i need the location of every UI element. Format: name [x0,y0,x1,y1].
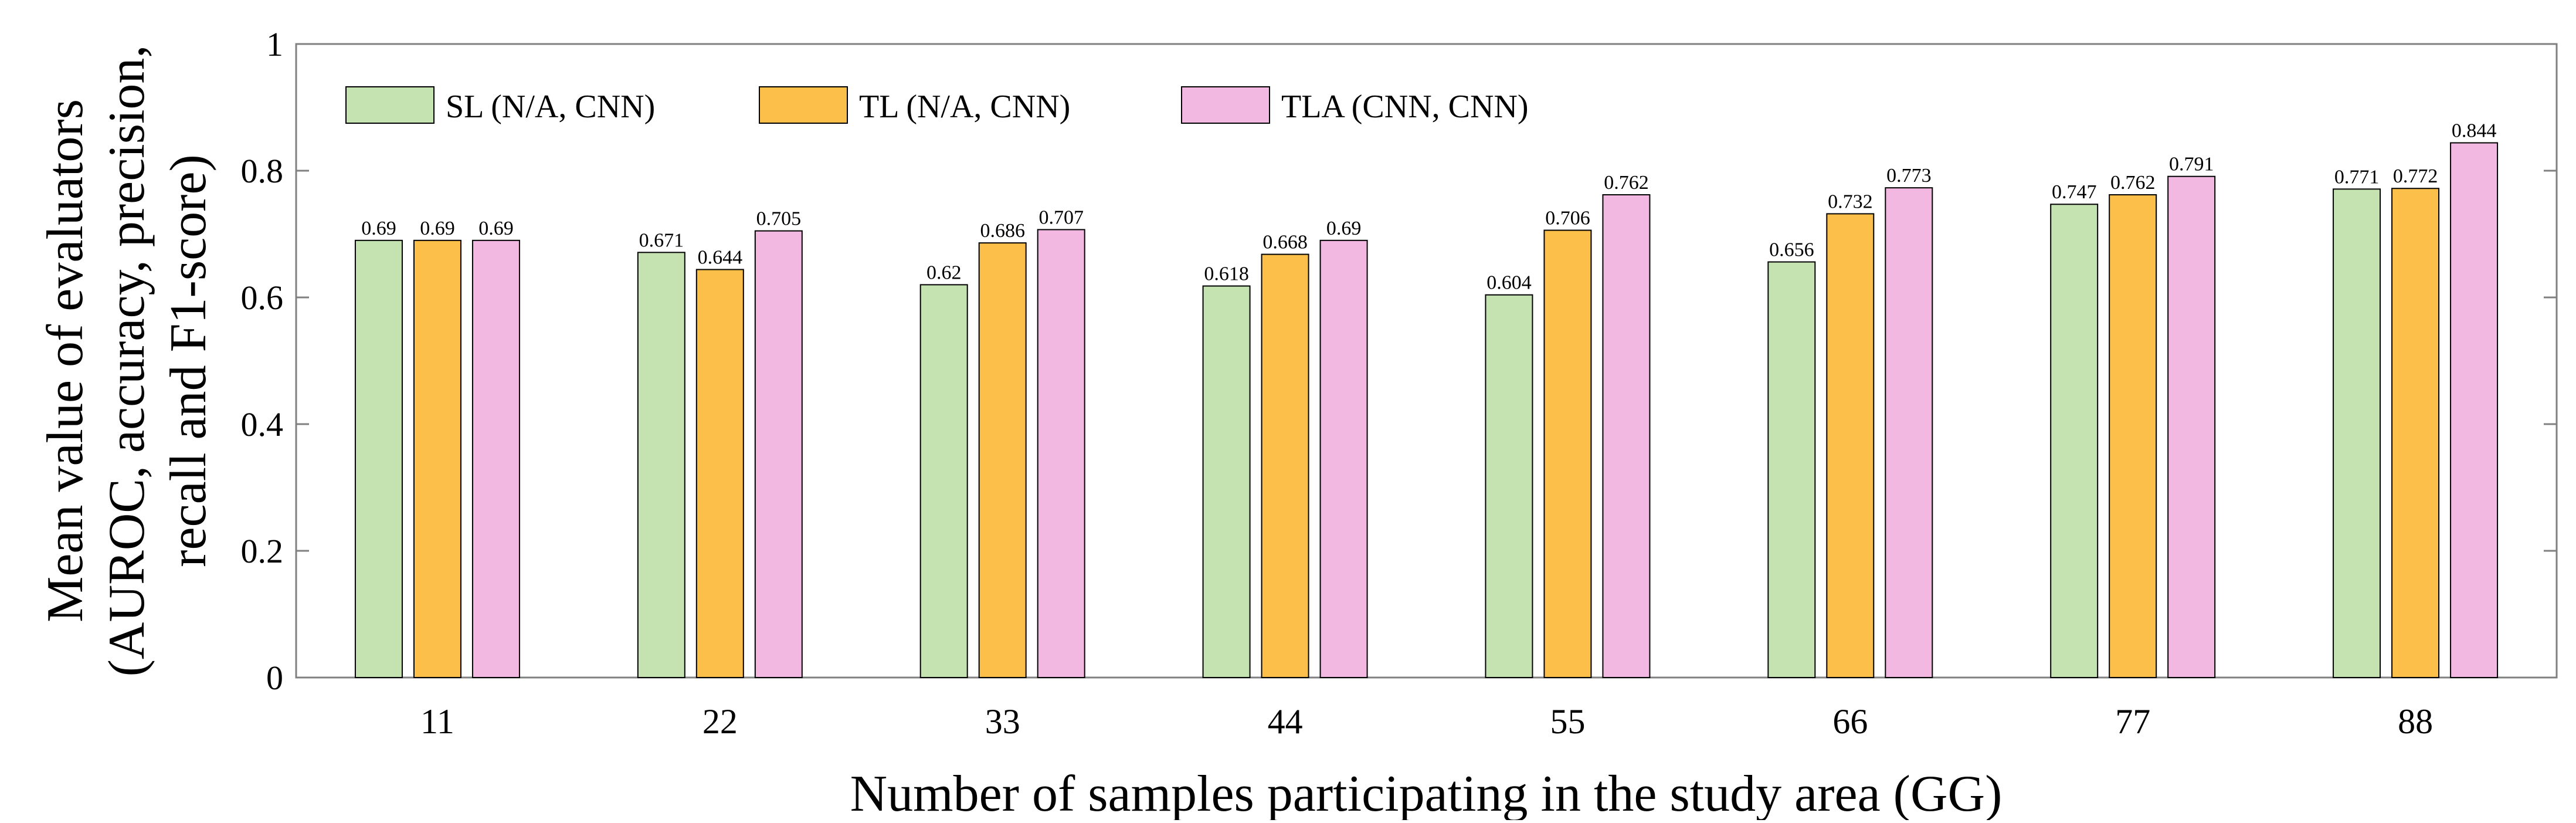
y-axis-title-line-2: (AUROC, accuracy, precision, [99,45,155,677]
bar-label-s2-c3: 0.69 [1326,218,1362,239]
legend-swatch-tl [759,86,848,124]
bar-s0-c7 [2333,188,2381,678]
bar-label-s1-c6: 0.762 [2110,172,2156,194]
bar-s2-c7 [2450,142,2499,679]
y-tick-label: 0.8 [241,152,284,190]
x-tick-label: 55 [1550,702,1585,741]
y-tick-label: 0.4 [241,405,284,443]
bar-label-s2-c5: 0.773 [1886,165,1932,187]
bar-s1-c7 [2391,188,2440,678]
bar-s0-c1 [637,252,685,678]
bar-label-s1-c4: 0.706 [1545,208,1590,229]
bar-s1-c6 [2109,194,2157,679]
bar-label-s0-c2: 0.62 [926,262,962,283]
x-tick-label: 33 [985,702,1020,741]
x-axis: 11 22 33 44 55 66 77 88 [420,665,2433,741]
bars [354,142,2499,679]
bar-s2-c0 [471,239,520,678]
bar-s1-c0 [413,239,461,678]
y-tick-label: 0.2 [241,532,284,570]
legend: SL (N/A, CNN) TL (N/A, CNN) TLA (CNN, CN… [345,86,1529,125]
bar-label-s1-c2: 0.686 [980,220,1025,242]
bar-label-s0-c4: 0.604 [1486,272,1532,294]
x-tick-label: 44 [1268,702,1303,741]
bar-label-s1-c5: 0.732 [1828,191,1873,212]
y-tick-label: 1 [266,25,283,63]
bar-label-s0-c1: 0.671 [639,229,684,251]
bar-label-s0-c7: 0.771 [2334,166,2380,188]
bar-s0-c4 [1485,294,1533,678]
x-tick-label: 77 [2115,702,2150,741]
bar-s2-c1 [754,230,803,679]
bar-s1-c4 [1543,229,1592,678]
bar-label-s0-c5: 0.656 [1769,239,1814,261]
bar-label-s1-c1: 0.644 [698,246,743,268]
bar-s2-c6 [2167,175,2216,679]
bar-s0-c5 [1767,261,1816,678]
bar-s0-c6 [2050,204,2099,678]
legend-label-sl: SL (N/A, CNN) [446,89,655,125]
bar-s1-c3 [1261,253,1309,678]
bar-label-s2-c7: 0.844 [2452,120,2497,141]
bar-label-s1-c3: 0.668 [1262,232,1308,253]
y-tick-label: 0.6 [241,279,284,317]
bar-s2-c5 [1885,187,1933,679]
bar-label-s2-c6: 0.791 [2169,154,2214,175]
bar-label-s0-c3: 0.618 [1204,263,1249,285]
x-tick-label: 88 [2398,702,2433,741]
y-axis: 0 0.2 0.4 0.6 0.8 1 [241,25,2557,697]
legend-label-tl: TL (N/A, CNN) [859,89,1070,125]
bar-s1-c1 [695,269,744,679]
bar-s0-c2 [919,284,968,678]
y-tick-label: 0 [266,659,283,697]
bar-label-s2-c2: 0.707 [1038,206,1084,228]
bar-label-s1-c7: 0.772 [2393,165,2438,187]
x-axis-title: Number of samples participating in the s… [850,766,2003,820]
bar-s1-c5 [1826,213,1875,678]
bar-label-s2-c1: 0.705 [756,208,802,230]
plot-area [295,43,2558,679]
bar-s0-c3 [1202,285,1251,678]
bar-label-s0-c0: 0.69 [361,218,396,239]
x-tick-label: 11 [420,702,454,741]
x-tick-label: 66 [1832,702,1868,741]
bar-s2-c4 [1602,194,1651,679]
bar-label-s2-c4: 0.762 [1604,172,1649,194]
bar-label-s2-c0: 0.69 [478,218,514,239]
bar-s2-c2 [1037,229,1085,678]
y-axis-title: Mean value of evaluators (AUROC, accurac… [37,45,217,677]
legend-swatch-tla [1181,86,1270,124]
legend-label-tla: TLA (CNN, CNN) [1281,89,1529,125]
bar-value-labels: 0.69 0.671 0.62 0.618 0.604 0.656 0.747 0.771 0.… [361,120,2496,293]
bar-label-s1-c0: 0.69 [420,218,455,239]
bar-s1-c2 [978,242,1027,678]
legend-swatch-sl [345,86,435,124]
y-axis-title-line-1: Mean value of evaluators [37,99,94,622]
x-tick-label: 22 [702,702,738,741]
bar-s0-c0 [354,239,403,678]
bar-s2-c3 [1319,239,1368,678]
bar-label-s0-c6: 0.747 [2052,181,2097,203]
y-axis-title-line-3: recall and F1-score) [160,154,217,567]
